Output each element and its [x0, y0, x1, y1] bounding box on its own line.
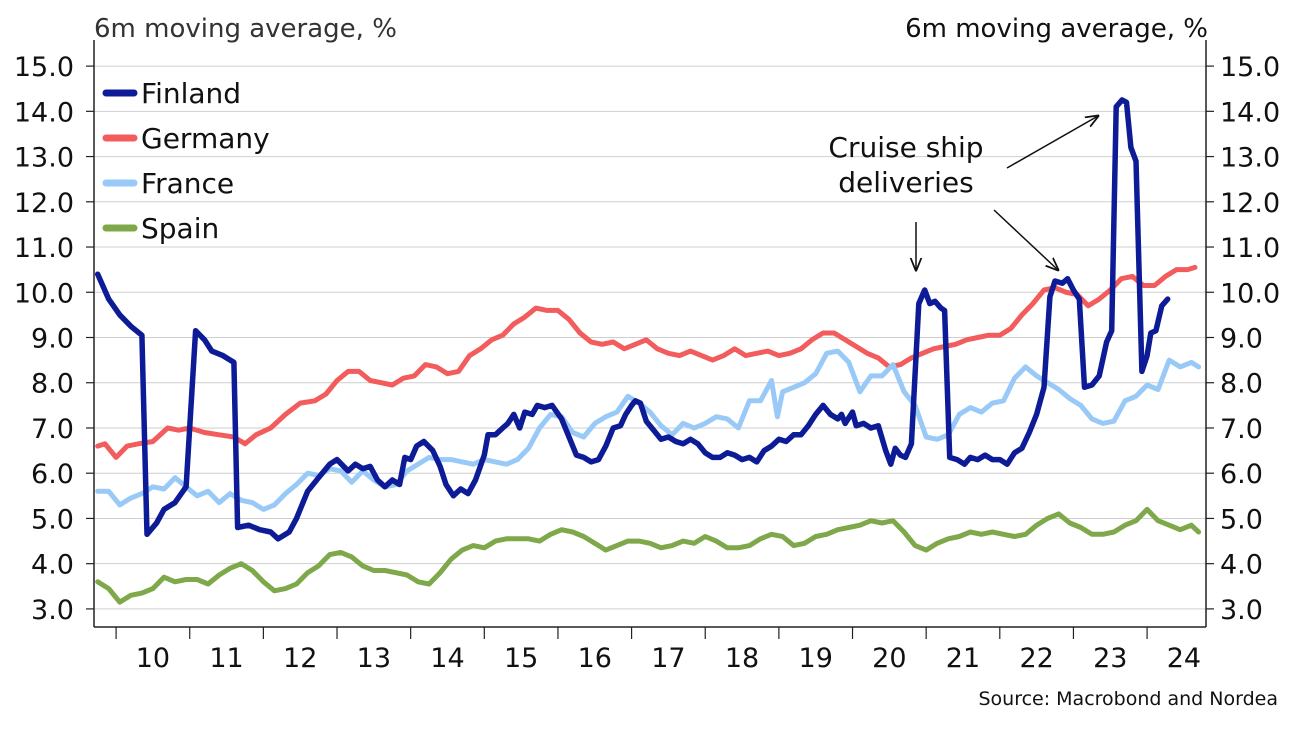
y-tick-label-right: 13.0	[1220, 143, 1280, 174]
axes: 3.0 3.0 4.0 4.0 5.0 5.0 6.0 6.0 7.0 7.0 8.0 8.0 9.0 9…	[14, 40, 1280, 674]
x-tick-label: 21	[946, 643, 980, 674]
series-line-spain	[95, 506, 1202, 605]
x-tick-label: 19	[799, 643, 833, 674]
series-line-germany	[95, 264, 1198, 460]
y-tick-label-right: 5.0	[1220, 504, 1263, 535]
y-tick-label-left: 10.0	[14, 278, 74, 309]
y-tick-label-left: 15.0	[14, 52, 74, 83]
y-tick-label-left: 5.0	[31, 504, 74, 535]
x-tick-label: 13	[357, 643, 391, 674]
y-tick-label-left: 13.0	[14, 143, 74, 174]
x-tick-label: 18	[725, 643, 759, 674]
x-tick-label: 17	[651, 643, 685, 674]
legend-label: Germany	[141, 122, 270, 155]
x-tick-label: 16	[578, 643, 612, 674]
x-tick-label: 14	[430, 643, 464, 674]
x-tick-label: 20	[872, 643, 906, 674]
x-tick-label: 12	[283, 643, 317, 674]
annotation-arrow	[1006, 116, 1098, 169]
y-tick-label-right: 15.0	[1220, 52, 1280, 83]
y-tick-label-left: 8.0	[31, 369, 74, 400]
y-tick-label-right: 11.0	[1220, 233, 1280, 264]
y-tick-label-left: 4.0	[31, 550, 74, 581]
left-axis-unit-label: 6m moving average, %	[94, 14, 397, 44]
x-tick-label: 24	[1167, 643, 1201, 674]
annotation-text: Cruise ship	[828, 131, 983, 164]
x-tick-label: 15	[504, 643, 538, 674]
legend-label: France	[141, 167, 234, 200]
y-tick-label-right: 6.0	[1220, 459, 1263, 490]
legend-label: Spain	[141, 212, 219, 245]
y-tick-label-left: 11.0	[14, 233, 74, 264]
y-tick-label-left: 12.0	[14, 188, 74, 219]
y-tick-label-right: 14.0	[1220, 97, 1280, 128]
annotation-arrow	[993, 209, 1058, 270]
right-axis-unit-label: 6m moving average, %	[905, 14, 1208, 44]
y-tick-label-right: 3.0	[1220, 595, 1263, 626]
y-tick-label-right: 8.0	[1220, 369, 1263, 400]
y-tick-label-right: 7.0	[1220, 414, 1263, 445]
x-tick-label: 22	[1019, 643, 1053, 674]
annotation-text: deliveries	[838, 166, 973, 199]
y-tick-label-left: 3.0	[31, 595, 74, 626]
y-tick-label-right: 10.0	[1220, 278, 1280, 309]
series-line-france	[95, 348, 1202, 512]
y-tick-label-right: 9.0	[1220, 324, 1263, 355]
source-note: Source: Macrobond and Nordea	[978, 688, 1278, 710]
y-tick-label-left: 14.0	[14, 97, 74, 128]
legend: Finland Germany France Spain	[102, 77, 270, 245]
series-line-finland	[94, 97, 1171, 542]
y-tick-label-left: 9.0	[31, 324, 74, 355]
y-tick-label-right: 4.0	[1220, 550, 1263, 581]
series-lines	[94, 97, 1202, 605]
x-tick-label: 11	[209, 643, 243, 674]
y-tick-label-right: 12.0	[1220, 188, 1280, 219]
x-tick-label: 10	[136, 643, 170, 674]
y-tick-label-left: 7.0	[31, 414, 74, 445]
y-tick-label-left: 6.0	[31, 459, 74, 490]
x-tick-label: 23	[1093, 643, 1127, 674]
legend-label: Finland	[141, 77, 241, 110]
